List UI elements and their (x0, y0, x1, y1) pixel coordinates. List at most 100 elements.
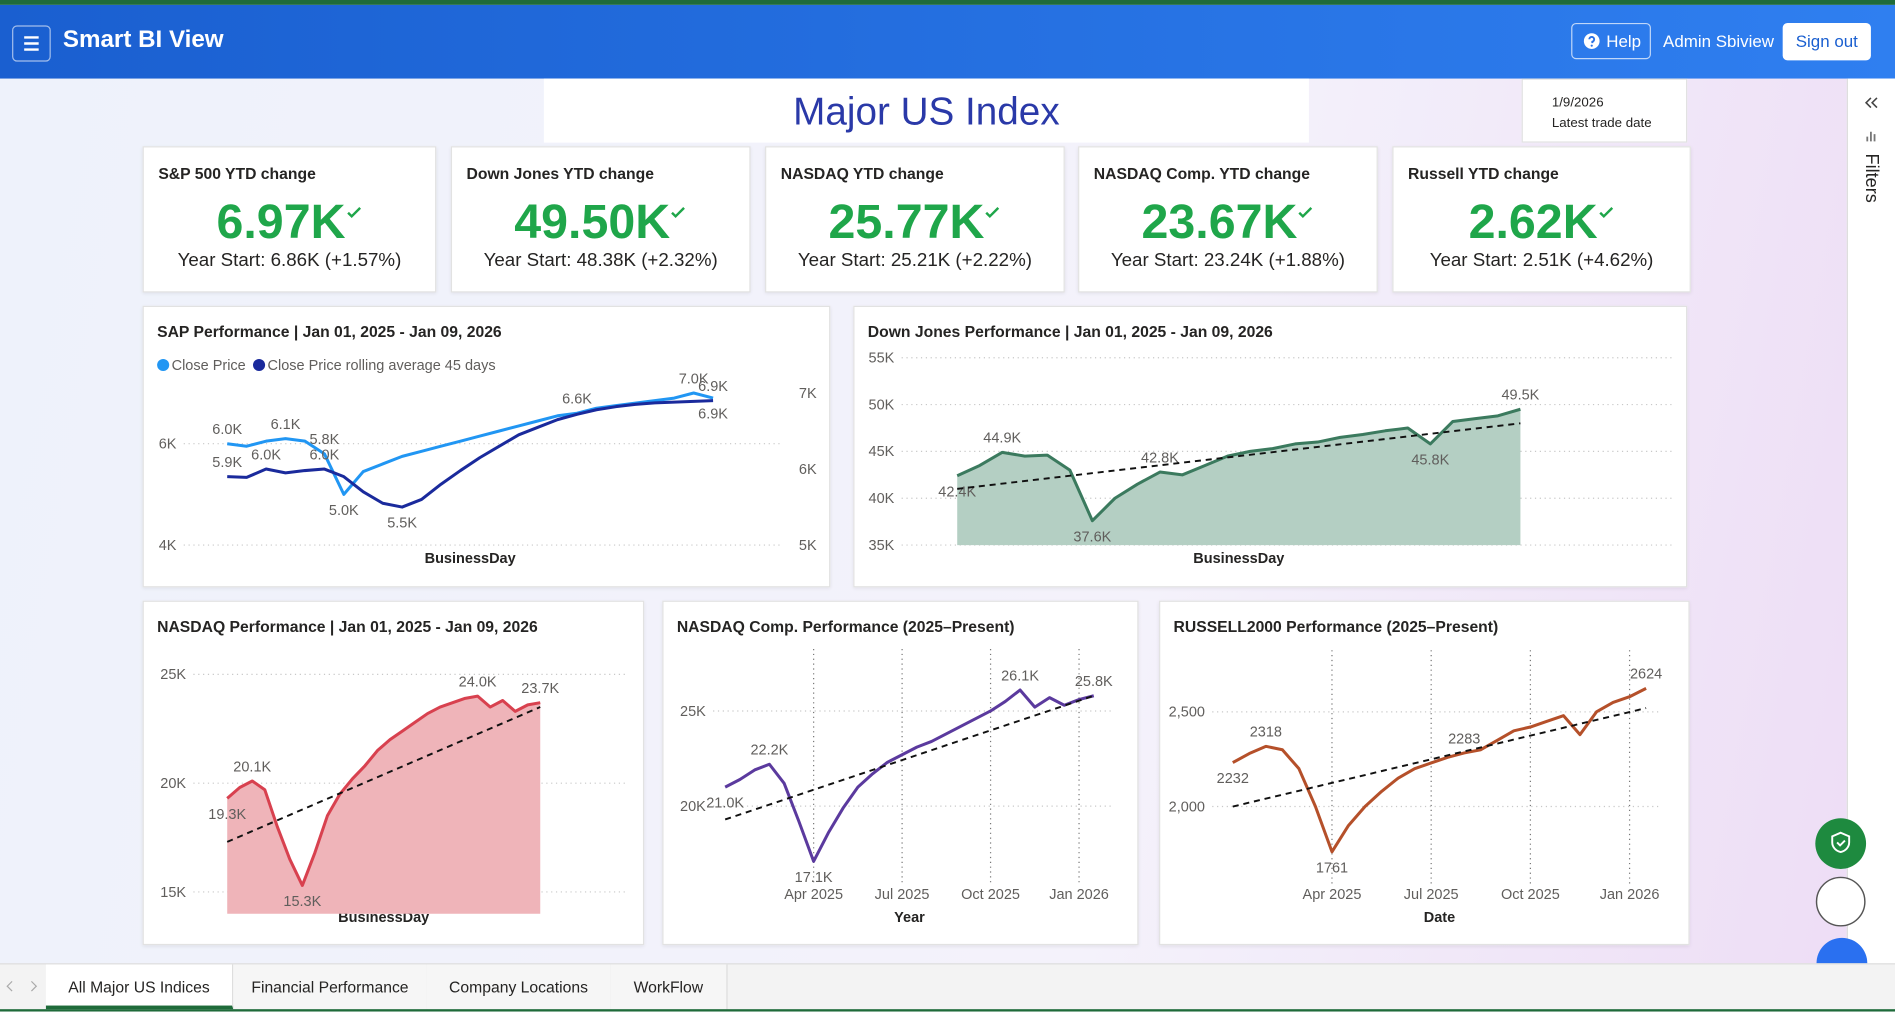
data-label: 2624 (1630, 667, 1662, 683)
x-tick-label: Oct 2025 (1501, 887, 1560, 903)
chart-title: RUSSELL2000 Performance (2025–Present) (1174, 619, 1499, 636)
data-label: 37.6K (1073, 529, 1111, 545)
kpi-value: 49.50K (514, 195, 671, 249)
tab[interactable]: All Major US Indices (45, 964, 234, 1010)
chart: RUSSELL2000 Performance (2025–Present) 2,… (1169, 619, 1663, 926)
kpi-card: Russell YTD change 2.62K Year Start: 2.51K… (1392, 146, 1691, 293)
data-label: 21.0K (706, 796, 744, 812)
y-tick-label: 20K (160, 776, 186, 792)
area (227, 696, 541, 914)
tab-nav[interactable] (2, 977, 43, 996)
line (1232, 687, 1647, 854)
kpi-value-row: 2.62K (1394, 196, 1690, 250)
y-tick-label: 50K (869, 397, 895, 413)
legend-label: Close Price (172, 358, 246, 374)
data-label: 5.5K (387, 516, 417, 532)
filters-label[interactable]: Filters (1861, 153, 1882, 203)
filter-icon (1866, 131, 1876, 142)
data-label: 5.0K (329, 503, 359, 519)
chart-title: NASDAQ Comp. Performance (2025–Present) (677, 619, 1015, 636)
y-tick-label: 4K (159, 538, 177, 554)
data-label: 6.9K (698, 407, 728, 423)
line (956, 407, 1521, 523)
data-label: 23.7K (521, 681, 559, 697)
line (724, 688, 1095, 863)
data-label: 5.9K (212, 455, 242, 471)
kpi-value: 23.67K (1141, 195, 1298, 249)
x-tick-label: Apr 2025 (784, 887, 843, 903)
chart: Down Jones Performance | Jan 01, 2025 - … (868, 324, 1674, 567)
kpi-subtitle: Year Start: 48.38K (+2.32%) (483, 250, 718, 271)
data-label: 6.0K (212, 422, 242, 438)
data-label: 22.2K (750, 743, 788, 759)
kpi-subtitle: Year Start: 2.51K (+4.62%) (1429, 250, 1654, 271)
filter-pane[interactable]: Filters (1846, 78, 1895, 965)
data-label: 25.8K (1075, 674, 1113, 690)
tab[interactable]: Financial Performance (233, 964, 428, 1010)
kpi-card: NASDAQ YTD change 25.77K Year Start: 25.21… (765, 146, 1065, 293)
latest-date: 1/9/2026 (1551, 95, 1604, 110)
data-label: 45.8K (1411, 452, 1449, 468)
tab[interactable]: WorkFlow (610, 964, 728, 1010)
data-label: 15.3K (283, 894, 321, 910)
data-label: 26.1K (1001, 668, 1039, 684)
y-tick-label: 6K (159, 437, 177, 453)
area (957, 409, 1521, 546)
kpi-card: NASDAQ Comp. YTD change 23.67K Year Start:… (1078, 146, 1378, 293)
y-tick-label: 15K (160, 885, 186, 901)
kpi-value-row: 49.50K (452, 196, 749, 250)
line (227, 399, 714, 509)
y-tick-label: 45K (869, 444, 895, 460)
x-tick-label: Jan 2026 (1600, 887, 1660, 903)
data-label: 44.9K (983, 431, 1021, 447)
kpi-title: Down Jones YTD change (466, 164, 654, 183)
header-bar: Smart BI View Help Admin Sbiview Sign ou… (0, 0, 1895, 79)
x-axis-title: Year (894, 910, 925, 926)
user-name[interactable]: Admin Sbiview (1663, 31, 1775, 51)
menu-button[interactable] (12, 25, 51, 62)
report-title: Major US Index (793, 89, 1060, 133)
kpi-value: 25.77K (828, 195, 985, 249)
chart-title: Down Jones Performance | Jan 01, 2025 - … (868, 324, 1273, 341)
chart-title: SAP Performance | Jan 01, 2025 - Jan 09,… (157, 324, 502, 341)
kpi-card: S&P 500 YTD change 6.97K Year Start: 6.86K… (142, 146, 437, 293)
kpi-card: Down Jones YTD change 49.50K Year Start: 4… (450, 146, 751, 293)
data-label: 2232 (1217, 771, 1249, 787)
x-tick-label: Apr 2025 (1303, 887, 1362, 903)
blank-button[interactable] (1815, 876, 1866, 927)
trend-line (1232, 707, 1647, 808)
chart: NASDAQ Performance | Jan 01, 2025 - Jan … (157, 619, 627, 926)
help-button[interactable]: Help (1571, 22, 1651, 60)
y-tick-label: 35K (869, 538, 895, 554)
data-label: 1761 (1316, 860, 1348, 876)
chart-card: RUSSELL2000 Performance (2025–Present) 2,… (1159, 600, 1690, 946)
sign-out-button[interactable]: Sign out (1782, 22, 1871, 61)
tab[interactable]: Company Locations (426, 964, 612, 1010)
y-tick-label: 2,500 (1169, 705, 1205, 721)
help-label: Help (1606, 31, 1642, 51)
y-tick-label: 25K (680, 704, 706, 720)
kpi-value-row: 6.97K (144, 196, 435, 250)
kpi-title: NASDAQ Comp. YTD change (1093, 164, 1310, 183)
data-label: 6.9K (698, 379, 728, 395)
kpi-subtitle: Year Start: 25.21K (+2.22%) (797, 250, 1032, 271)
chart-card: NASDAQ Comp. Performance (2025–Present) 2… (662, 600, 1139, 946)
collapse-icon[interactable] (1862, 95, 1879, 110)
y-tick-label: 25K (160, 667, 186, 683)
data-label: 7.0K (679, 371, 709, 387)
chart-card: Down Jones Performance | Jan 01, 2025 - … (853, 305, 1688, 588)
data-label: 6.6K (562, 392, 592, 408)
y-tick-label: 40K (869, 491, 895, 507)
chart: NASDAQ Comp. Performance (2025–Present) 2… (677, 619, 1113, 926)
legend-swatch (157, 358, 170, 372)
check-icon (1599, 207, 1613, 219)
chart-card: NASDAQ Performance | Jan 01, 2025 - Jan … (142, 600, 645, 946)
x-tick-label: Jul 2025 (875, 887, 930, 903)
kpi-title: S&P 500 YTD change (158, 164, 316, 183)
legend-swatch (253, 358, 266, 372)
trend-line (226, 706, 541, 843)
kpi-title: NASDAQ YTD change (780, 164, 944, 183)
data-label: 6.1K (271, 417, 301, 433)
data-label: 42.8K (1141, 450, 1179, 466)
kpi-subtitle: Year Start: 6.86K (+1.57%) (177, 250, 402, 271)
